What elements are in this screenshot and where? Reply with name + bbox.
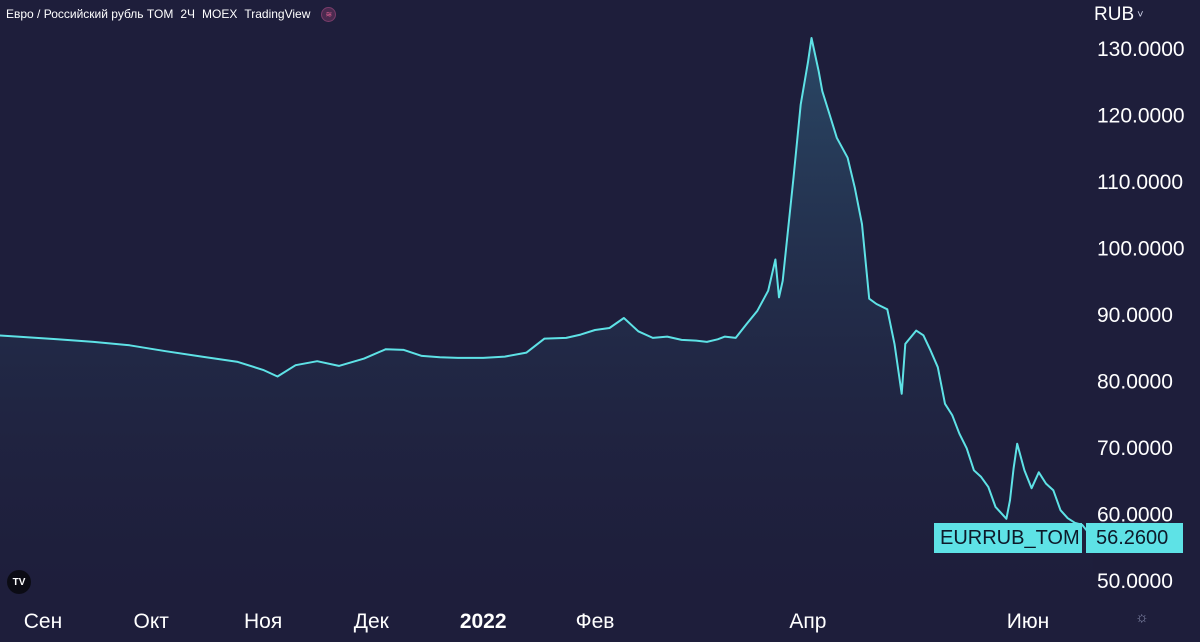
- tradingview-logo-icon[interactable]: TV: [7, 570, 31, 594]
- price-area-fill: [0, 38, 1093, 600]
- last-price-tag: 56.2600: [1086, 523, 1183, 553]
- gear-icon[interactable]: ☼: [1135, 609, 1149, 626]
- y-tick-label: 130.0000: [1097, 38, 1185, 61]
- y-tick-label: 80.0000: [1097, 371, 1173, 394]
- currency-selector[interactable]: RUB ˅: [1094, 4, 1144, 26]
- interval-label[interactable]: 2Ч: [180, 7, 195, 21]
- x-tick-label: Ноя: [244, 610, 282, 633]
- source-label: TradingView: [244, 7, 311, 21]
- last-price-value: 56.2600: [1096, 526, 1169, 549]
- x-tick-label: Окт: [134, 610, 170, 633]
- y-tick-label: 70.0000: [1097, 437, 1173, 460]
- market-status-icon[interactable]: ≋: [321, 6, 337, 22]
- x-tick-label: Июн: [1007, 610, 1049, 633]
- price-line: [0, 37, 1094, 539]
- chart-header: Евро / Российский рубль TOM 2Ч MOEX Trad…: [6, 5, 337, 23]
- y-tick-label: 110.0000: [1097, 171, 1183, 194]
- symbol-title[interactable]: Евро / Российский рубль TOM: [6, 7, 174, 21]
- currency-label: RUB: [1094, 4, 1135, 25]
- x-tick-label: Дек: [354, 610, 390, 633]
- y-tick-label: 120.0000: [1097, 105, 1185, 128]
- symbol-price-tag: EURRUB_TOM: [934, 523, 1082, 553]
- y-tick-label: 100.0000: [1097, 238, 1185, 261]
- x-tick-label: Сен: [24, 610, 62, 633]
- y-tick-label: 90.0000: [1097, 304, 1173, 327]
- x-tick-label: Апр: [789, 610, 826, 633]
- y-tick-label: 60.0000: [1097, 504, 1173, 527]
- y-axis[interactable]: 50.0000 60.0000 70.0000 80.0000 90.0000 100.0…: [1097, 38, 1185, 593]
- logo-text: TV: [12, 576, 26, 588]
- y-tick-label: 50.0000: [1097, 570, 1173, 593]
- chevron-down-icon: ˅: [1137, 9, 1144, 21]
- x-tick-label: Фев: [576, 610, 615, 633]
- x-axis[interactable]: Сен Окт Ноя Дек 2022 Фев Апр Июн: [24, 610, 1049, 633]
- x-tick-label: 2022: [460, 610, 507, 633]
- exchange-label: MOEX: [202, 7, 238, 21]
- symbol-tag-label: EURRUB_TOM: [940, 526, 1080, 549]
